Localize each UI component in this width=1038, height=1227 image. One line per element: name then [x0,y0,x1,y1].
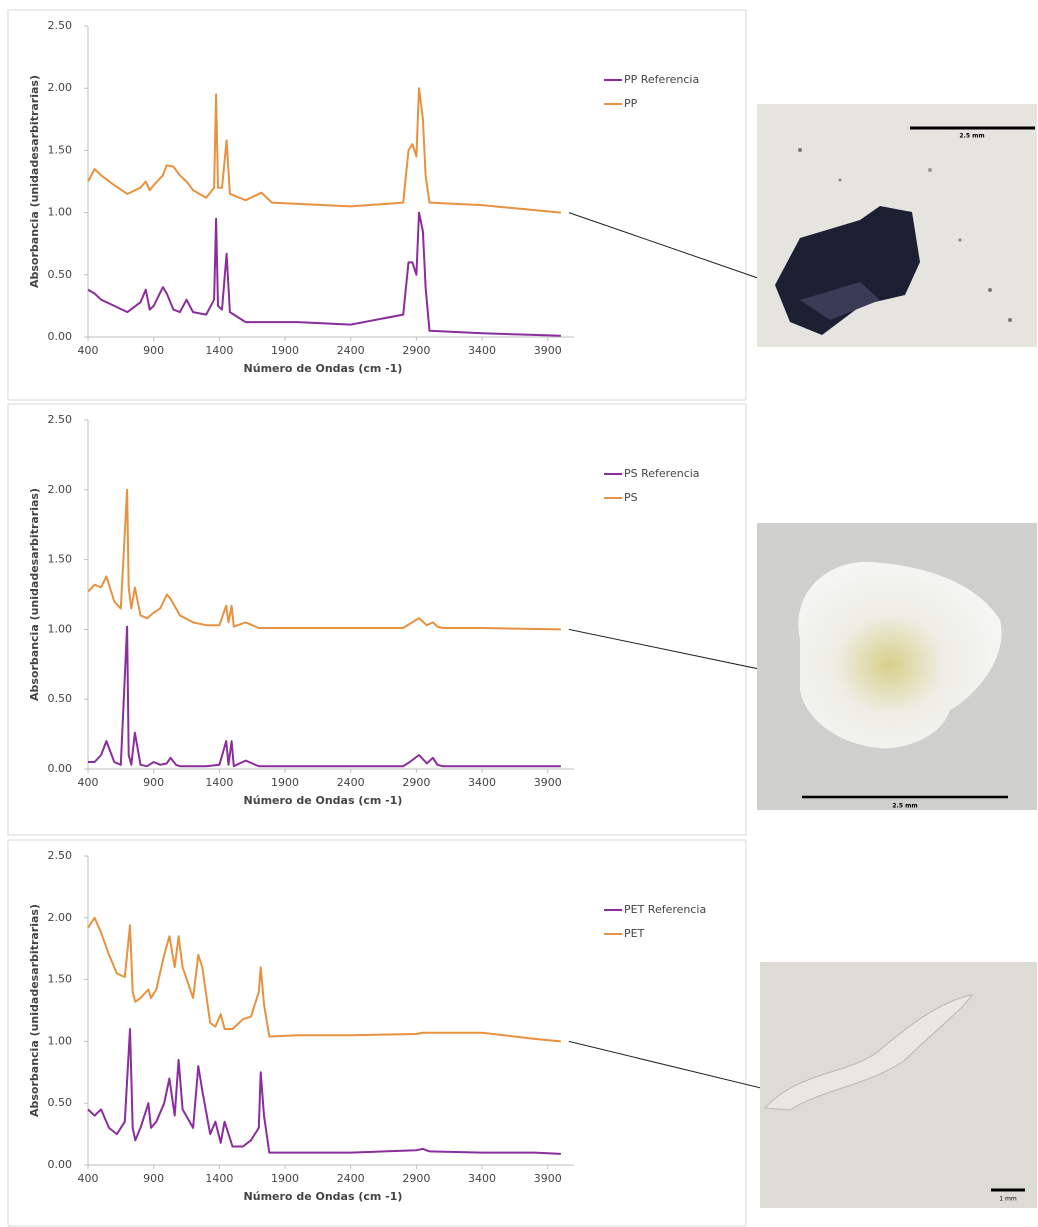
x-tick-label: 2400 [337,776,365,789]
x-tick-label: 900 [143,1172,164,1185]
x-tick-label: 3400 [468,344,496,357]
y-tick-label: 2.00 [48,483,73,496]
x-axis-title: Número de Ondas (cm -1) [244,362,403,375]
x-tick-label: 400 [78,344,99,357]
chart-panel [8,840,746,1226]
x-tick-label: 1400 [205,344,233,357]
y-tick-label: 2.50 [48,413,73,426]
y-tick-label: 0.00 [48,1158,73,1171]
x-tick-label: 400 [78,1172,99,1185]
x-tick-label: 3900 [534,344,562,357]
y-tick-label: 2.00 [48,911,73,924]
y-tick-label: 0.50 [48,268,73,281]
legend-label: PET Referencia [624,903,706,916]
y-tick-label: 1.00 [48,206,73,219]
y-tick-label: 2.50 [48,19,73,32]
legend-label: PET [624,927,645,940]
chart: 0.00 0.50 1.00 1.50 2.00 2.50 400 900 1400 1900 24… [8,840,790,1226]
x-tick-label: 2900 [402,776,430,789]
y-tick-label: 0.50 [48,692,73,705]
photo-pet: 1 mm [760,962,1037,1208]
x-tick-label: 2400 [337,1172,365,1185]
x-tick-label: 3900 [534,1172,562,1185]
x-tick-label: 400 [78,776,99,789]
x-tick-label: 1900 [271,344,299,357]
scale-label: 1 mm [999,1196,1017,1203]
x-tick-label: 1900 [271,1172,299,1185]
x-tick-label: 2900 [402,1172,430,1185]
chart: 0.00 0.50 1.00 1.50 2.00 2.50 400 900 1400 1900 24… [8,10,778,400]
y-tick-label: 1.00 [48,622,73,635]
y-tick-label: 1.50 [48,143,73,156]
y-axis-title: Absorbancia (unidadesarbitrarias) [28,75,41,288]
y-tick-label: 2.50 [48,849,73,862]
x-tick-label: 2400 [337,344,365,357]
y-tick-label: 0.50 [48,1096,73,1109]
chart: 0.00 0.50 1.00 1.50 2.00 2.50 400 900 1400 1900 24… [8,404,812,835]
x-tick-label: 3900 [534,776,562,789]
photo-pp: 2.5 mm [757,104,1037,347]
y-tick-label: 0.00 [48,330,73,343]
x-tick-label: 1400 [205,776,233,789]
y-tick-label: 1.00 [48,1034,73,1047]
x-tick-label: 3400 [468,1172,496,1185]
x-tick-label: 1900 [271,776,299,789]
x-tick-label: 900 [143,344,164,357]
x-tick-label: 900 [143,776,164,789]
y-tick-label: 0.00 [48,762,73,775]
x-tick-label: 1400 [205,1172,233,1185]
x-tick-label: 2900 [402,344,430,357]
legend-label: PS [624,491,638,504]
scale-label: 2.5 mm [892,803,917,810]
y-tick-label: 2.00 [48,81,73,94]
y-tick-label: 1.50 [48,553,73,566]
y-tick-label: 1.50 [48,973,73,986]
legend-label: PS Referencia [624,467,700,480]
figure: 0.00 0.50 1.00 1.50 2.00 2.50 400 900 1400 1900 24… [0,0,1038,1227]
legend-label: PP Referencia [624,73,699,86]
x-axis-title: Número de Ondas (cm -1) [244,1190,403,1203]
y-axis-title: Absorbancia (unidadesarbitrarias) [28,488,41,701]
x-tick-label: 3400 [468,776,496,789]
scale-label: 2.5 mm [959,133,984,140]
photo-ps: 2.5 mm [757,523,1037,810]
x-axis-title: Número de Ondas (cm -1) [244,794,403,807]
legend-label: PP [624,97,638,110]
y-axis-title: Absorbancia (unidadesarbitrarias) [28,904,41,1117]
